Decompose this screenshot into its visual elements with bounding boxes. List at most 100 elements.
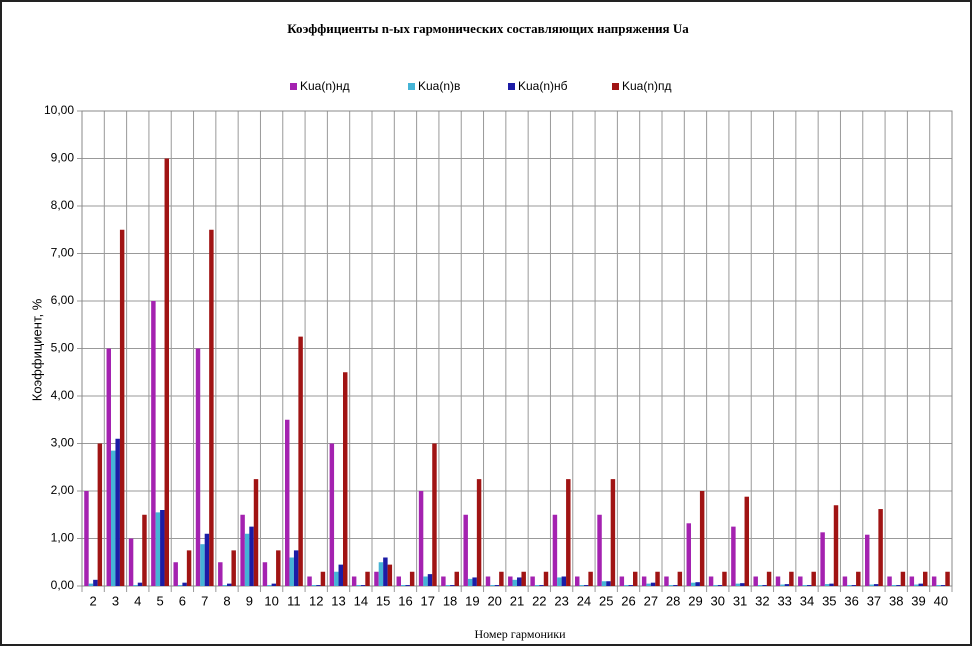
bar [918,583,923,586]
x-tick-label: 19 [465,593,479,608]
bar [508,576,513,586]
bar [842,576,848,586]
bar [610,479,616,586]
bar [869,584,874,586]
x-tick-label: 37 [867,593,881,608]
y-tick-label: 3,00 [51,436,75,450]
x-tick-label: 33 [777,593,791,608]
bar [142,514,147,586]
bar [253,479,259,586]
y-axis-title: Коэффициент, % [29,298,44,401]
bar [320,571,326,586]
bar [334,571,339,586]
x-tick-label: 4 [134,593,141,608]
bar [177,585,183,586]
x-tick-label: 29 [688,593,702,608]
bar [865,534,870,586]
bar [351,576,357,586]
bar [931,576,937,586]
bar [316,585,321,586]
bar [97,443,103,586]
bar [628,585,633,586]
bar [115,438,120,586]
bar [151,301,156,586]
bar [200,544,205,586]
x-tick-label: 22 [532,593,546,608]
bar [664,576,669,586]
bar [360,585,366,586]
bar [173,562,178,586]
bar [722,571,727,586]
legend-swatch [408,83,415,90]
bar [655,571,660,586]
bar [557,577,562,586]
bar [873,584,879,586]
x-tick-label: 13 [331,593,345,608]
x-tick-label: 40 [934,593,948,608]
x-tick-label: 8 [223,593,230,608]
x-tick-label: 26 [621,593,635,608]
bar [699,491,705,586]
bar [798,576,803,586]
bar [673,585,678,586]
x-tick-label: 35 [822,593,836,608]
x-tick-label: 38 [889,593,903,608]
bar [566,479,571,586]
bar [945,571,950,586]
bar [923,571,928,586]
bar [186,550,192,586]
x-tick-label: 24 [577,593,591,608]
bar [575,576,580,586]
bar [231,550,236,586]
bar [847,585,852,586]
bar [668,585,674,586]
bar [878,509,883,586]
legend-label: Kua(n)нб [518,79,568,93]
y-tick-label: 1,00 [51,531,75,545]
bar [383,557,388,586]
bar [133,585,138,586]
legend-swatch [290,83,297,90]
bar [338,564,343,586]
bar [856,571,861,586]
bar [409,571,415,586]
bar [717,585,723,586]
bar [766,571,772,586]
bar [160,510,165,586]
chart-title: Коэффициенты n-ых гармонических составля… [287,21,689,36]
bar [84,491,89,586]
bar [633,571,638,586]
bar [499,571,504,586]
bar [909,576,915,586]
bar [365,571,370,586]
bar [744,496,749,586]
bar [762,585,767,586]
y-tick-label: 5,00 [51,341,75,355]
bar [445,585,451,586]
y-tick-label: 7,00 [51,246,75,260]
bar [285,419,290,586]
bar [418,491,424,586]
bar [731,526,736,586]
bar [490,585,495,586]
x-tick-label: 34 [800,593,814,608]
bar [807,585,812,586]
bar [396,576,401,586]
bar [454,571,459,586]
y-tick-label: 0,00 [51,578,75,592]
bar [811,571,816,586]
x-tick-label: 3 [112,593,119,608]
bar [267,585,272,586]
x-tick-label: 32 [755,593,769,608]
bar [512,579,517,586]
bar [914,584,919,586]
bar [820,532,825,586]
bar [209,229,214,586]
bar [106,348,111,586]
bar [401,585,406,586]
bar [597,514,602,586]
x-tick-label: 39 [911,593,925,608]
bar [601,581,607,586]
bar [650,582,656,586]
x-tick-label: 10 [264,593,278,608]
